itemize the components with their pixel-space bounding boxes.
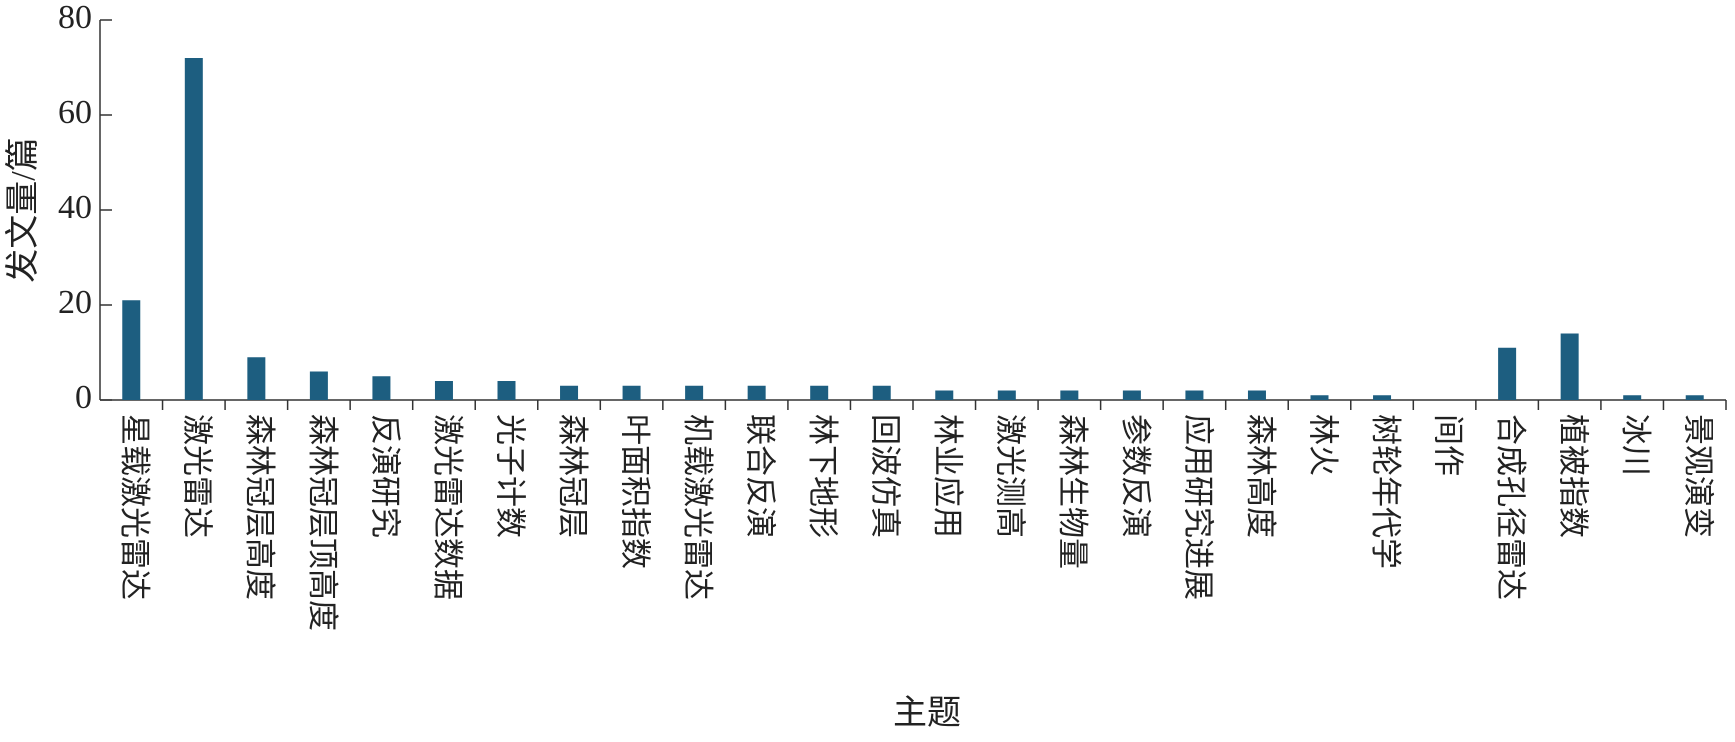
bar [434,381,453,400]
bar [560,385,579,400]
bar [1060,390,1079,400]
bar [1185,390,1204,400]
bar [122,300,141,400]
bar [247,357,266,400]
x-tick-label: 冰川 [1618,414,1653,476]
y-tick-label: 80 [58,0,92,36]
bar [1310,395,1329,400]
x-tick-label: 林业应用 [930,414,965,538]
bar [1373,395,1392,400]
bar [497,381,516,400]
bar [1498,347,1517,400]
x-tick-label: 森林冠层 [555,414,590,538]
bar [1247,390,1266,400]
y-tick-label: 60 [58,94,92,131]
x-tick-label: 森林冠层高度 [242,414,277,600]
bar [810,385,829,400]
x-tick-label: 林下地形 [805,414,840,538]
bar [872,385,891,400]
x-tick-label: 叶面积指数 [617,414,652,569]
x-tick-label: 森林冠层顶高度 [305,414,340,631]
y-axis-label: 发文量/篇 [4,137,42,282]
y-tick-label: 20 [58,284,92,321]
x-tick-label: 景观演变 [1681,414,1716,538]
x-tick-label: 森林生物量 [1055,414,1090,569]
x-tick-label: 植被指数 [1556,414,1591,538]
x-tick-label: 回波仿真 [868,414,903,538]
x-tick-label: 合成孔径雷达 [1493,414,1528,600]
x-tick-label: 联合反演 [743,414,778,538]
bar [747,385,766,400]
x-tick-label: 森林高度 [1243,414,1278,538]
bar [622,385,641,400]
bar [1560,333,1579,400]
bar [309,371,328,400]
x-tick-label: 激光雷达数据 [430,414,465,600]
x-tick-label: 间作 [1430,414,1465,476]
bar [184,58,203,400]
x-tick-label: 林火 [1305,414,1340,476]
bar [1623,395,1642,400]
x-tick-label: 机载激光雷达 [680,414,715,600]
x-tick-label: 树轮年代学 [1368,414,1403,569]
x-tick-label: 激光雷达 [180,414,215,538]
x-tick-label: 应用研究进展 [1180,414,1215,600]
bar [372,376,391,400]
x-tick-label: 反演研究 [367,414,402,538]
bar [685,385,704,400]
x-axis-label: 主题 [893,695,961,732]
x-tick-label: 星载激光雷达 [117,414,152,600]
x-tick-label: 光子计数 [492,414,527,538]
bar [1685,395,1704,400]
x-tick-label: 激光测高 [993,414,1028,538]
bar [935,390,954,400]
y-tick-label: 40 [58,189,92,226]
x-tick-label: 参数反演 [1118,414,1153,538]
y-tick-label: 0 [75,379,92,416]
bar [997,390,1016,400]
bar [1122,390,1141,400]
